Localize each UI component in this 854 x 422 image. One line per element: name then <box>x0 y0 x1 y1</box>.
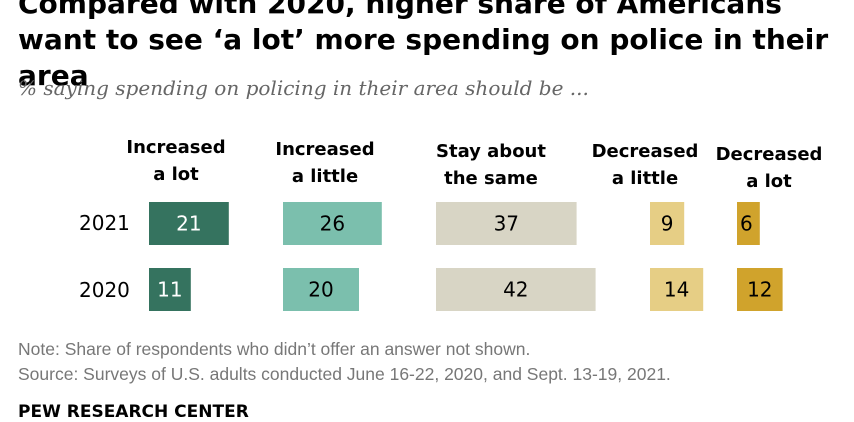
bar-2020-stay-about-same <box>436 268 596 311</box>
value-label-2021-increased-a-lot: 21 <box>176 212 201 236</box>
chart-title: Compared with 2020, higher share of Amer… <box>18 0 829 92</box>
value-label-2020-stay-about-same: 42 <box>503 278 528 302</box>
bar-2021-stay-about-same <box>436 202 577 245</box>
column-header-increased-a-lot: Increased a lot <box>126 137 226 185</box>
value-label-2020-increased-a-lot: 11 <box>157 278 182 302</box>
bar-2021-increased-a-little <box>283 202 382 245</box>
chart-subtitle: % saying spending on policing in their a… <box>18 76 589 100</box>
value-label-2021-decreased-a-lot: 6 <box>740 212 753 236</box>
row-label-2021: 2021 <box>79 211 130 235</box>
column-header-increased-a-little: Increased a little <box>275 139 375 187</box>
column-header-decreased-a-little: Decreased a little <box>591 141 699 189</box>
chart-note: Note: Share of respondents who didn’t of… <box>18 339 531 359</box>
bar-2020-increased-a-lot <box>149 268 191 311</box>
bar-2021-increased-a-lot <box>149 202 229 245</box>
chart-source: Source: Surveys of U.S. adults conducted… <box>18 364 671 384</box>
brand-label: PEW RESEARCH CENTER <box>18 402 249 422</box>
bar-2020-decreased-a-little <box>650 268 704 311</box>
value-label-2021-stay-about-same: 37 <box>494 212 519 236</box>
row-label-2020: 2020 <box>79 278 130 302</box>
column-header-decreased-a-lot: Decreased a lot <box>715 144 823 192</box>
column-header-stay-about-same: Stay about the same <box>436 141 546 189</box>
value-label-2021-decreased-a-little: 9 <box>661 212 674 236</box>
bar-2021-decreased-a-lot <box>737 202 760 245</box>
bar-2020-increased-a-little <box>283 268 359 311</box>
bar-2020-decreased-a-lot <box>737 268 783 311</box>
value-label-2020-decreased-a-little: 14 <box>664 278 689 302</box>
value-label-2021-increased-a-little: 26 <box>320 212 345 236</box>
bar-2021-decreased-a-little <box>650 202 685 245</box>
value-label-2020-decreased-a-lot: 12 <box>747 278 772 302</box>
value-label-2020-increased-a-little: 20 <box>308 278 333 302</box>
